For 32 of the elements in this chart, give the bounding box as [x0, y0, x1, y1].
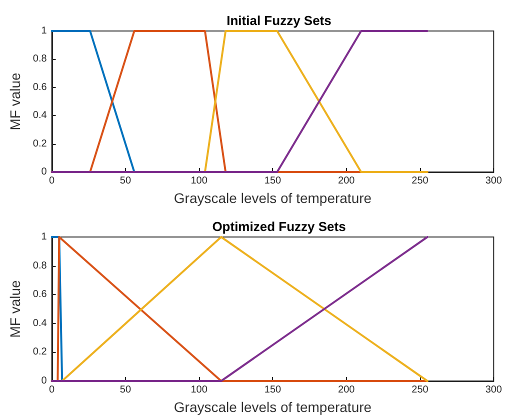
x-tick-label: 250: [412, 176, 429, 186]
x-tick-label: 200: [338, 384, 356, 396]
chart-title: Optimized Fuzzy Sets: [212, 219, 346, 234]
y-tick-label: 0.2: [32, 138, 48, 150]
y-tick-label: 0.6: [32, 82, 48, 93]
y-tick-label: 0.8: [32, 260, 48, 272]
y-tick-label: 1: [41, 26, 48, 36]
y-tick-label: 1: [41, 232, 48, 242]
x-tick-label: 50: [120, 384, 132, 396]
y-tick-label: 0.4: [32, 318, 48, 329]
x-tick-label: 150: [264, 384, 282, 396]
y-tick-label: 0.2: [32, 346, 48, 358]
x-axis-title: Grayscale levels of temperature: [174, 399, 372, 415]
y-tick-label: 0.6: [32, 289, 48, 300]
x-tick-label: 250: [412, 384, 429, 396]
x-tick-label: 300: [485, 176, 502, 186]
y-tick-label: 0.8: [32, 54, 48, 65]
x-tick-label: 100: [190, 384, 208, 396]
x-tick-label: 200: [338, 176, 356, 186]
chart-title: Initial Fuzzy Sets: [226, 13, 332, 28]
y-axis-title: MF value: [7, 72, 23, 130]
y-tick-label: 0.4: [32, 110, 48, 122]
x-tick-label: 0: [49, 176, 56, 186]
x-tick-label: 150: [264, 176, 282, 186]
x-tick-label: 100: [190, 176, 208, 186]
y-axis-title: MF value: [7, 280, 23, 338]
y-tick-label: 0: [41, 166, 48, 178]
x-tick-label: 0: [49, 384, 56, 396]
x-tick-label: 50: [120, 176, 132, 186]
x-axis-title: Grayscale levels of temperature: [174, 190, 372, 206]
y-tick-label: 0: [41, 376, 48, 386]
x-tick-label: 300: [485, 384, 502, 396]
